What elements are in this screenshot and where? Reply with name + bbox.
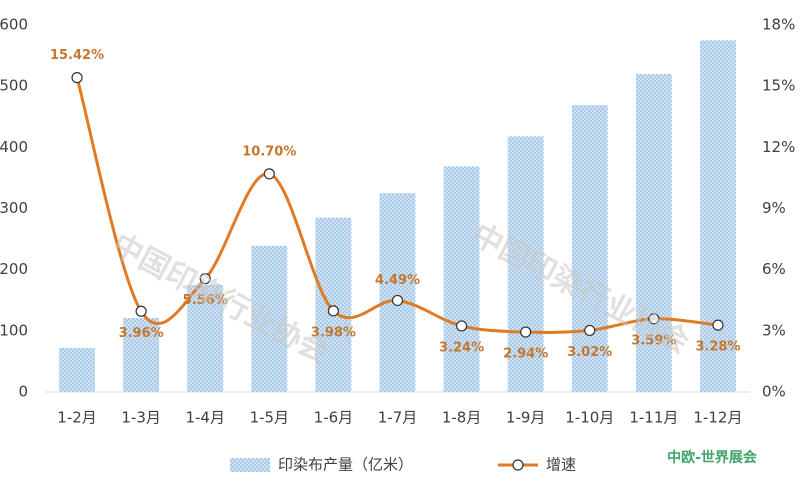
x-tick-label: 1-6月 <box>314 409 354 427</box>
legend-swatch <box>230 458 270 472</box>
y2-tick-label: 18% <box>762 16 795 34</box>
legend-label: 增速 <box>546 456 576 474</box>
point <box>712 319 724 331</box>
value-label: 4.49% <box>375 273 420 288</box>
bar <box>315 217 352 392</box>
point <box>135 305 147 317</box>
y2-tick-label: 0% <box>762 383 786 401</box>
value-label: 3.98% <box>311 325 356 340</box>
point <box>199 273 211 285</box>
x-tick-label: 1-11月 <box>629 409 678 427</box>
plot: 0 100 200 300 400 500 600 0% 3% 6% 9% 12% 15% 18% 1-2月… <box>0 16 795 474</box>
y-tick-label: 100 <box>0 321 28 339</box>
x-tick-label: 1-7月 <box>378 409 418 427</box>
value-label: 10.70% <box>242 144 296 159</box>
bar <box>443 166 480 392</box>
y2-tick-label: 6% <box>762 260 786 278</box>
value-label: 3.28% <box>695 340 740 355</box>
x-tick-label: 1-10月 <box>565 409 614 427</box>
y-tick-label: 300 <box>0 199 28 217</box>
x-tick-label: 1-2月 <box>57 409 97 427</box>
bar <box>187 284 224 392</box>
y2-tick-label: 15% <box>762 77 795 95</box>
bar <box>700 40 736 393</box>
y2-tick-label: 9% <box>762 199 786 217</box>
value-label: 3.59% <box>631 333 676 348</box>
point <box>71 72 83 84</box>
y-tick-label: 500 <box>0 77 28 95</box>
bar <box>571 105 608 393</box>
bar <box>123 317 160 392</box>
x-tick-label: 1-12月 <box>693 409 742 427</box>
logo: 中欧-世界展会 <box>667 449 758 466</box>
point <box>455 320 468 332</box>
y-tick-label: 200 <box>0 260 28 278</box>
y-tick-label: 400 <box>0 138 28 156</box>
value-label: 3.24% <box>439 340 484 355</box>
value-label: 5.56% <box>183 293 228 308</box>
y2-tick-label: 3% <box>762 321 786 339</box>
value-label: 3.96% <box>119 326 164 341</box>
point <box>520 326 532 338</box>
value-label: 15.42% <box>50 48 104 63</box>
y-tick-label: 600 <box>0 16 28 34</box>
y-tick-label: 0 <box>18 383 28 401</box>
x-tick-label: 1-4月 <box>185 409 225 427</box>
point <box>584 324 596 337</box>
x-tick-label: 1-8月 <box>442 409 482 427</box>
point <box>263 168 275 180</box>
x-tick-label: 1-3月 <box>121 409 161 427</box>
point <box>327 305 340 317</box>
point <box>391 294 404 307</box>
x-tick-label: 1-9月 <box>506 409 546 427</box>
bar <box>59 347 95 392</box>
bar <box>379 193 416 392</box>
value-label: 3.02% <box>567 345 612 360</box>
bar <box>251 245 288 392</box>
bar <box>507 136 544 392</box>
legend-swatch-marker <box>512 459 524 471</box>
x-tick-label: 1-5月 <box>250 409 290 427</box>
bar <box>635 73 672 392</box>
legend-label: 印染布产量（亿米） <box>278 456 413 474</box>
value-label: 2.94% <box>503 347 548 362</box>
y2-tick-label: 12% <box>762 138 795 156</box>
point <box>648 313 660 325</box>
